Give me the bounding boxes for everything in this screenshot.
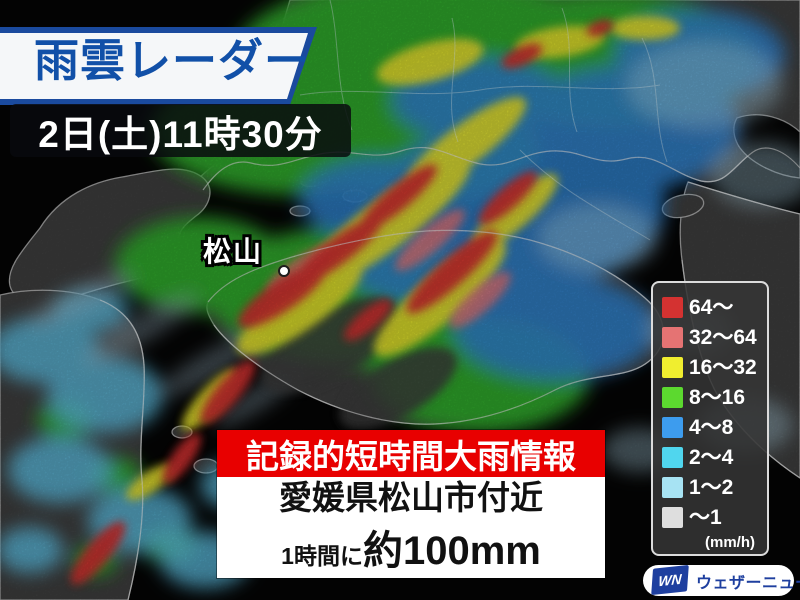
legend-swatch [662,446,683,468]
legend-label: 1〜2 [689,475,734,499]
alert-amount-row: 1時間に 約100mm [281,518,541,576]
legend-row: 16〜32 [662,352,767,382]
alert-amount: 約100mm [362,529,541,574]
legend-swatch [662,506,683,528]
legend-label: 32〜64 [689,325,757,349]
heavy-rain-alert: 記録的短時間大雨情報 愛媛県松山市付近 1時間に 約100mm [217,430,605,578]
legend-label: 2〜4 [689,445,734,469]
legend-row: 1〜2 [662,472,767,502]
title-banner-face [0,33,308,99]
alert-title: 記録的短時間大雨情報 [217,430,605,477]
legend-label: 〜1 [689,505,722,529]
alert-amount-prefix: 1時間に [281,543,363,570]
legend-swatch [662,386,683,408]
timestamp: 2日(土)11時30分 [10,104,351,157]
title-banner [0,27,317,105]
legend-row: 2〜4 [662,442,767,472]
alert-location: 愛媛県松山市付近 [279,478,543,516]
legend-label: 64〜 [689,295,734,319]
legend-swatch [662,476,683,498]
legend-row: 〜1 [662,502,767,532]
legend-label: 16〜32 [689,355,757,379]
rain-intensity-legend: 64〜 32〜64 16〜32 8〜16 4〜8 2〜4 1〜2 〜1 [651,281,769,556]
legend-unit: (mm/h) [705,534,755,551]
legend-row: 32〜64 [662,322,767,352]
legend-label: 4〜8 [689,415,734,439]
legend-row: 8〜16 [662,382,767,412]
legend-swatch [662,326,683,348]
legend-swatch [662,416,683,438]
legend-swatch [662,356,683,378]
city-dot-matsuyama [278,265,290,277]
city-label-matsuyama: 松山 [203,236,264,267]
alert-body: 愛媛県松山市付近 1時間に 約100mm [217,477,605,578]
logo-text: ウェザーニュース [696,574,800,592]
legend-row: 4〜8 [662,412,767,442]
page-title: 雨雲レーダー [34,35,311,86]
legend-label: 8〜16 [689,385,746,409]
legend-row: 64〜 [662,292,767,322]
legend-swatch [662,296,683,318]
wn-logo-icon: WN [651,564,689,596]
weathernews-logo: WN ウェザーニュース [643,564,800,596]
